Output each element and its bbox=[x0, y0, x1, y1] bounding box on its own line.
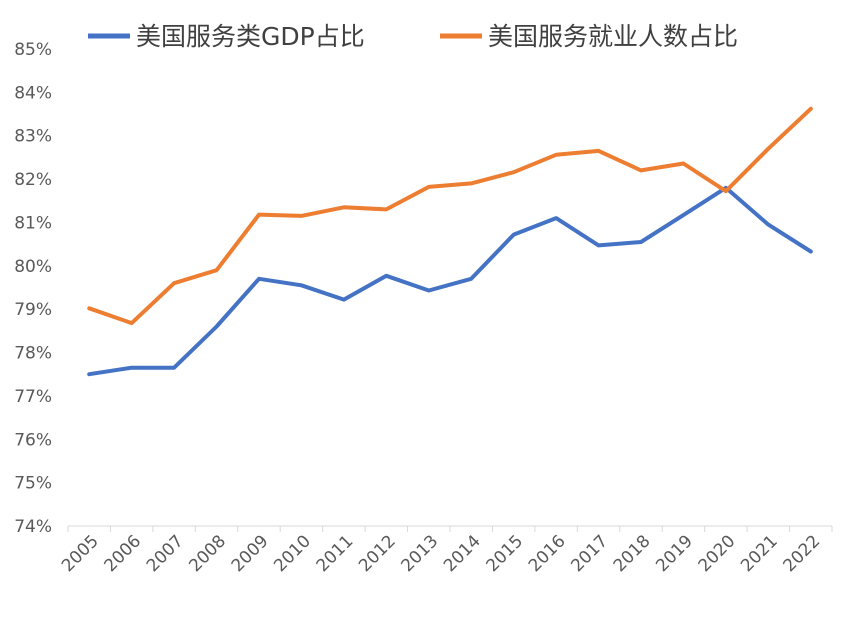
x-tick-label: 2017 bbox=[567, 531, 612, 576]
y-tick-label: 84% bbox=[14, 83, 52, 103]
y-tick-label: 78% bbox=[14, 344, 52, 364]
y-tick-label: 82% bbox=[14, 170, 52, 190]
x-tick-label: 2019 bbox=[652, 531, 697, 576]
x-tick-label: 2022 bbox=[780, 531, 825, 576]
series-layer bbox=[87, 106, 813, 377]
x-tick-label: 2013 bbox=[398, 531, 443, 576]
x-tick-label: 2016 bbox=[525, 531, 570, 576]
y-tick-label: 80% bbox=[14, 257, 52, 277]
x-tick-label: 2014 bbox=[440, 531, 485, 576]
y-tick-label: 75% bbox=[14, 474, 52, 494]
x-tick-label: 2015 bbox=[482, 531, 527, 576]
legend-label-gdp: 美国服务类GDP占比 bbox=[136, 22, 365, 51]
x-tick-label: 2005 bbox=[58, 531, 103, 576]
x-tick-label: 2010 bbox=[270, 531, 315, 576]
y-tick-label: 81% bbox=[14, 213, 52, 233]
x-tick-label: 2018 bbox=[610, 531, 655, 576]
x-tick-label: 2012 bbox=[355, 531, 400, 576]
series-line-gdp bbox=[87, 185, 813, 377]
x-tick-label: 2009 bbox=[228, 531, 273, 576]
x-tick-label: 2007 bbox=[143, 531, 188, 576]
x-tick-label: 2020 bbox=[695, 531, 740, 576]
x-axis: 2005200620072008200920102011201220132014… bbox=[58, 525, 833, 576]
y-tick-label: 77% bbox=[14, 387, 52, 407]
y-tick-label: 74% bbox=[14, 517, 52, 537]
x-tick-label: 2011 bbox=[313, 531, 358, 576]
legend: 美国服务类GDP占比 美国服务就业人数占比 bbox=[88, 22, 738, 51]
y-tick-label: 83% bbox=[14, 127, 52, 147]
y-tick-label: 79% bbox=[14, 300, 52, 320]
y-axis: 74% 75% 76% 77% 78% 79% 80% 81% 82% 83% 84% 85% bbox=[14, 40, 52, 537]
x-tick-label: 2021 bbox=[737, 531, 782, 576]
x-tick-label: 2006 bbox=[100, 531, 145, 576]
y-tick-label: 76% bbox=[14, 430, 52, 450]
series-line-employment bbox=[87, 106, 813, 326]
legend-label-employment: 美国服务就业人数占比 bbox=[488, 22, 738, 51]
y-tick-label: 85% bbox=[14, 40, 52, 60]
x-tick-label: 2008 bbox=[185, 531, 230, 576]
